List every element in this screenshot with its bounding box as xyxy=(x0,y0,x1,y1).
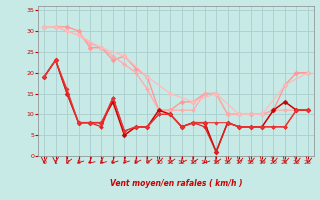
X-axis label: Vent moyen/en rafales ( km/h ): Vent moyen/en rafales ( km/h ) xyxy=(110,179,242,188)
